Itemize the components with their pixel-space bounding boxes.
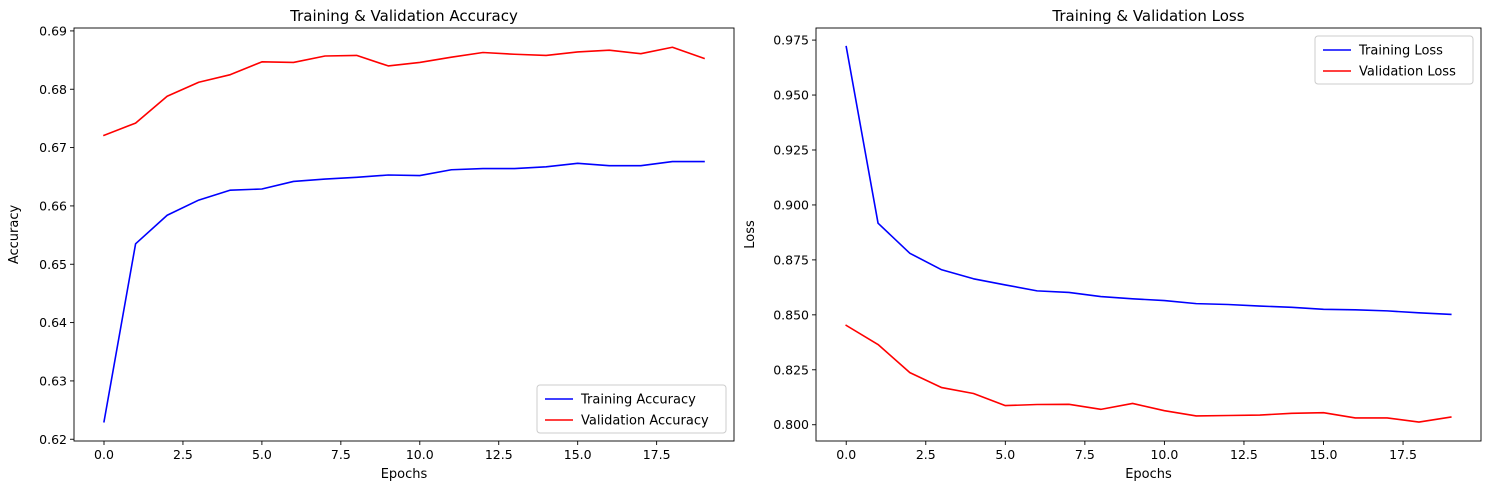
x-tick-label: 10.0: [1150, 447, 1178, 462]
y-tick-label: 0.65: [39, 257, 67, 272]
y-tick-label: 0.67: [39, 140, 67, 155]
x-tick-label: 15.0: [564, 447, 592, 462]
y-tick-label: 0.800: [773, 417, 809, 432]
y-tick-label: 0.69: [39, 23, 67, 38]
plot-frame: [73, 27, 735, 442]
legend: Training Accuracy Validation Accuracy: [536, 384, 727, 434]
x-tick-label: 0.0: [836, 447, 856, 462]
y-tick-label: 0.875: [773, 252, 809, 267]
x-tick-label: 12.5: [1230, 447, 1258, 462]
legend-box: [1314, 35, 1474, 85]
x-tick-label: 7.5: [1075, 447, 1095, 462]
x-tick-label: 2.5: [916, 447, 936, 462]
legend-entry: Training Accuracy: [580, 393, 696, 408]
chart-1: Training & Validation Loss 0.0 2.5 5.0 7.5 10…: [743, 7, 1482, 482]
y-tick-label: 0.68: [39, 82, 67, 97]
y-axis-label: Accuracy: [7, 205, 22, 265]
x-tick-label: 15.0: [1310, 447, 1338, 462]
x-tick-label: 17.5: [1389, 447, 1417, 462]
plot-frame: [815, 27, 1482, 442]
y-axis-label: Loss: [743, 220, 758, 249]
y-tick-label: 0.925: [773, 142, 809, 157]
y-tick-label: 0.850: [773, 307, 809, 322]
x-tick-label: 0.0: [94, 447, 114, 462]
y-tick-label: 0.63: [39, 373, 67, 388]
x-tick-label: 12.5: [485, 447, 513, 462]
series-line-1: [845, 324, 1452, 423]
x-tick-label: 5.0: [995, 447, 1015, 462]
x-tick-label: 17.5: [643, 447, 671, 462]
y-tick-label: 0.975: [773, 33, 809, 48]
x-axis-label: Epochs: [1125, 467, 1172, 482]
series-line-1: [102, 46, 706, 137]
y-tick-label: 0.64: [39, 315, 67, 330]
x-tick-label: 5.0: [252, 447, 272, 462]
legend: Training Loss Validation Loss: [1314, 35, 1474, 85]
legend-entry: Validation Accuracy: [581, 414, 709, 429]
series-line-0: [845, 45, 1452, 316]
legend-box: [536, 384, 727, 434]
legend-entry: Validation Loss: [1359, 65, 1456, 80]
chart-title: Training & Validation Loss: [1051, 7, 1244, 25]
series-line-0: [103, 160, 705, 423]
legend-entry: Training Loss: [1358, 44, 1443, 59]
x-axis-label: Epochs: [381, 467, 428, 482]
y-tick-label: 0.62: [39, 432, 67, 447]
chart-title: Training & Validation Accuracy: [289, 7, 518, 25]
x-tick-label: 2.5: [173, 447, 193, 462]
y-tick-label: 0.66: [39, 198, 67, 213]
y-tick-label: 0.950: [773, 88, 809, 103]
chart-0: Training & Validation Accuracy 0.0 2.5 5.0 7…: [7, 7, 735, 482]
x-tick-label: 10.0: [406, 447, 434, 462]
y-tick-label: 0.825: [773, 362, 809, 377]
x-tick-label: 7.5: [331, 447, 351, 462]
y-tick-label: 0.900: [773, 197, 809, 212]
